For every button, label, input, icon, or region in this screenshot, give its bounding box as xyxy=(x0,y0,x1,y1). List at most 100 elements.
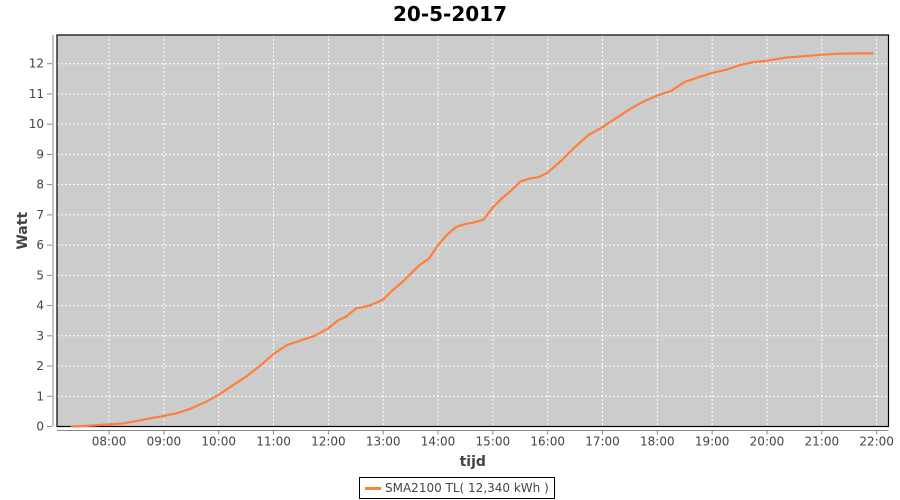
data-point xyxy=(409,272,412,275)
data-point xyxy=(89,424,92,427)
data-point xyxy=(872,52,874,55)
y-tick-label: 8 xyxy=(36,178,44,192)
x-tick-label: 21:00 xyxy=(805,435,840,449)
y-tick-label: 6 xyxy=(36,238,44,252)
data-point xyxy=(427,257,430,260)
data-point xyxy=(204,401,206,404)
data-point xyxy=(510,189,513,192)
data-point xyxy=(615,117,618,120)
data-point xyxy=(537,176,540,178)
data-point xyxy=(820,53,823,56)
data-point xyxy=(766,59,768,62)
data-point xyxy=(286,343,289,346)
data-point xyxy=(245,375,248,378)
data-point xyxy=(601,126,604,129)
data-point xyxy=(135,420,138,422)
y-tick-label: 5 xyxy=(36,268,44,282)
x-tick-label: 08:00 xyxy=(92,435,127,449)
x-tick-label: 16:00 xyxy=(530,435,565,449)
data-point xyxy=(724,68,727,71)
data-point xyxy=(231,384,234,387)
data-point xyxy=(839,52,841,55)
y-axis-label: Watt xyxy=(15,212,31,250)
x-tick-label: 22:00 xyxy=(859,435,894,449)
data-point xyxy=(108,423,110,426)
data-point xyxy=(683,80,686,83)
x-tick-label: 20:00 xyxy=(750,435,785,449)
x-axis-label: tijd xyxy=(460,454,486,470)
data-point xyxy=(368,304,371,307)
data-point xyxy=(642,100,645,103)
y-tick-label: 10 xyxy=(29,117,44,131)
data-point xyxy=(473,221,476,224)
data-point xyxy=(313,334,316,337)
y-tick-label: 1 xyxy=(36,389,44,403)
x-tick-label: 15:00 xyxy=(476,435,511,449)
data-point xyxy=(482,218,485,221)
y-tick-label: 11 xyxy=(29,87,44,101)
y-tick-label: 0 xyxy=(36,420,44,434)
chart-title: 20-5-2017 xyxy=(392,2,507,26)
plot-border xyxy=(56,34,890,428)
data-point xyxy=(752,61,755,64)
data-point xyxy=(802,55,805,58)
data-point xyxy=(738,64,741,67)
x-tick-label: 19:00 xyxy=(695,435,730,449)
data-point xyxy=(656,94,659,97)
data-point xyxy=(391,289,394,292)
data-point xyxy=(163,415,165,417)
data-point xyxy=(345,315,348,318)
legend-swatch xyxy=(365,486,381,490)
data-point xyxy=(546,171,549,174)
y-tick-label: 9 xyxy=(36,147,44,161)
x-tick-label: 10:00 xyxy=(201,435,236,449)
data-point xyxy=(455,226,458,228)
data-point xyxy=(587,133,590,136)
plot-area xyxy=(57,35,889,427)
data-point xyxy=(121,422,124,425)
data-point xyxy=(574,145,576,148)
y-tick-label: 2 xyxy=(36,359,44,373)
y-tick-label: 4 xyxy=(36,299,44,313)
x-tick-label: 14:00 xyxy=(421,435,456,449)
y-tick-label: 7 xyxy=(36,208,44,222)
data-point xyxy=(446,233,449,236)
data-point xyxy=(70,425,73,428)
data-point xyxy=(382,298,385,301)
data-point xyxy=(491,206,494,209)
data-point xyxy=(272,353,275,355)
x-tick-label: 18:00 xyxy=(640,435,675,449)
data-point xyxy=(670,90,672,92)
data-point xyxy=(400,281,403,284)
data-point xyxy=(784,56,787,59)
data-point xyxy=(354,307,357,310)
legend-label: SMA2100 TL( 12,340 kWh ) xyxy=(385,481,549,495)
data-point xyxy=(437,244,439,247)
legend: SMA2100 TL( 12,340 kWh ) xyxy=(359,477,555,499)
x-tick-label: 13:00 xyxy=(366,435,401,449)
y-tick-label: 3 xyxy=(36,329,44,343)
data-point xyxy=(857,52,860,55)
x-tick-label: 09:00 xyxy=(147,435,182,449)
data-point xyxy=(711,71,714,74)
data-point xyxy=(501,197,503,200)
data-point xyxy=(697,76,700,79)
x-tick-label: 11:00 xyxy=(256,435,291,449)
x-tick-label: 12:00 xyxy=(311,435,346,449)
data-point xyxy=(176,411,179,414)
series-line xyxy=(71,52,873,428)
data-point xyxy=(190,407,193,410)
x-tick-label: 17:00 xyxy=(585,435,620,449)
data-point xyxy=(149,417,152,420)
data-point xyxy=(560,159,563,162)
data-point xyxy=(528,177,531,180)
data-point xyxy=(629,108,631,110)
data-point xyxy=(327,327,330,330)
data-point xyxy=(418,263,421,266)
data-point xyxy=(464,223,467,225)
data-point xyxy=(336,319,339,322)
data-point xyxy=(519,180,522,183)
data-point xyxy=(258,365,261,367)
y-tick-label: 12 xyxy=(29,57,44,71)
